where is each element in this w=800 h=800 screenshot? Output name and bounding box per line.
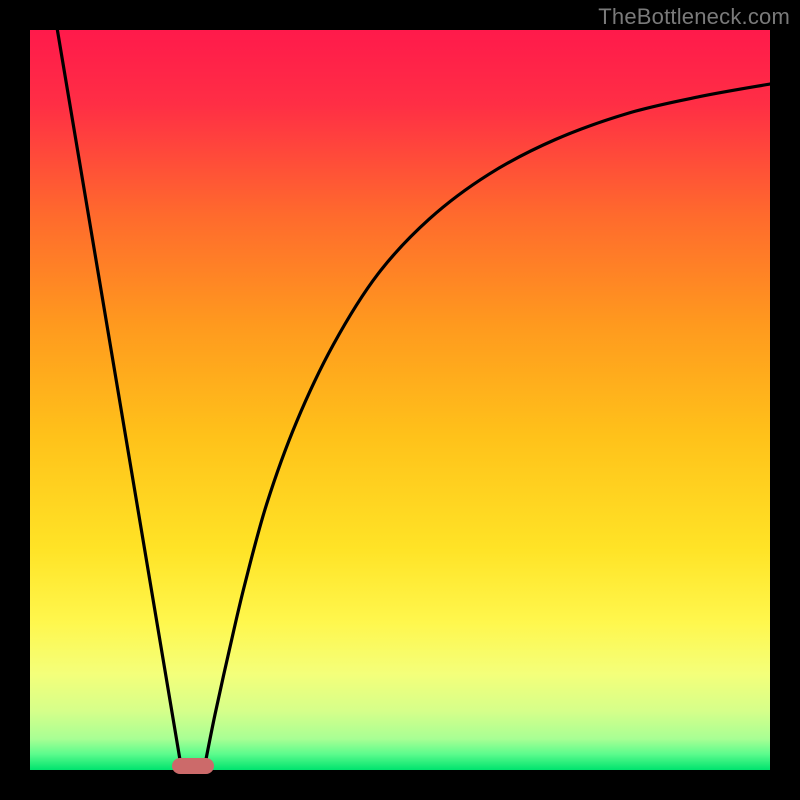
watermark-text: TheBottleneck.com bbox=[598, 4, 790, 30]
figure-container: TheBottleneck.com bbox=[0, 0, 800, 800]
plot-area bbox=[30, 30, 770, 770]
bottleneck-curve bbox=[57, 30, 770, 770]
curve-layer bbox=[30, 30, 770, 770]
optimal-marker bbox=[172, 758, 213, 774]
